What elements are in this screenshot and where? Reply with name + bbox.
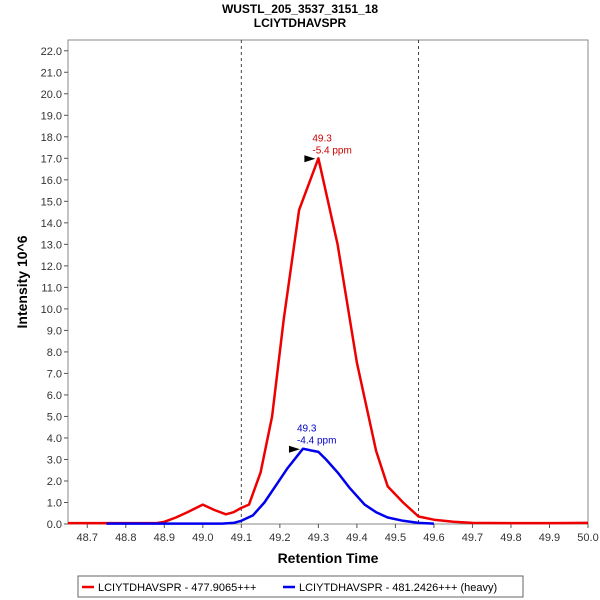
y-tick-label: 1.0 xyxy=(47,497,62,509)
plot-area xyxy=(67,39,589,525)
x-tick-label: 49.8 xyxy=(500,532,521,544)
x-tick-label: 49.3 xyxy=(308,532,329,544)
y-tick-label: 0.0 xyxy=(47,519,62,531)
x-tick-label: 49.4 xyxy=(346,532,367,544)
x-tick-label: 49.0 xyxy=(192,532,213,544)
y-tick-label: 10.0 xyxy=(41,304,62,316)
y-tick-label: 14.0 xyxy=(41,218,62,230)
series-layer xyxy=(68,157,589,525)
y-axis: 0.0 1.0 2.0 3.0 4.0 5.0 6.0 7.0 8.0 9.0 10.0 11.0 12… xyxy=(41,46,68,531)
y-tick-label: 5.0 xyxy=(47,411,62,423)
y-tick-label: 19.0 xyxy=(41,110,62,122)
y-tick-label: 11.0 xyxy=(41,282,62,294)
y-tick-label: 18.0 xyxy=(41,132,62,144)
y-tick-label: 21.0 xyxy=(41,67,62,79)
x-tick-label: 48.8 xyxy=(115,532,136,544)
y-tick-label: 3.0 xyxy=(47,454,62,466)
y-tick-label: 2.0 xyxy=(47,476,62,488)
x-tick-label: 48.9 xyxy=(154,532,175,544)
y-tick-label: 17.0 xyxy=(41,153,62,165)
peak-annotation-ppm: -4.4 ppm xyxy=(297,436,336,447)
y-tick-label: 22.0 xyxy=(41,46,62,58)
x-tick-label: 49.2 xyxy=(269,532,290,544)
x-tick-label: 49.7 xyxy=(462,532,483,544)
peak-boundaries xyxy=(240,40,420,524)
peak-annotation-rt: 49.3 xyxy=(312,133,332,144)
legend-box xyxy=(77,575,524,598)
chart-title: WUSTL_205_3537_3151_18 xyxy=(222,2,378,16)
x-tick-label: 49.1 xyxy=(231,532,252,544)
legend-label-heavy: LCIYTDHAVSPR - 481.2426+++ (heavy) xyxy=(299,582,497,594)
y-axis-title: Intensity 10^6 xyxy=(14,235,30,328)
chart-subtitle: LCIYTDHAVSPR xyxy=(254,16,347,30)
x-tick-label: 49.6 xyxy=(423,532,444,544)
y-tick-label: 8.0 xyxy=(47,347,62,359)
peak-marker-arrow xyxy=(304,155,316,163)
x-tick-label: 48.7 xyxy=(77,532,98,544)
peak-annotation-ppm: -5.4 ppm xyxy=(312,145,351,156)
y-tick-label: 12.0 xyxy=(41,261,62,273)
peak-marker-arrow xyxy=(288,445,300,453)
x-tick-label: 50.0 xyxy=(577,532,598,544)
y-tick-label: 16.0 xyxy=(41,175,62,187)
peak-annotation-rt: 49.3 xyxy=(297,424,317,435)
y-tick-label: 7.0 xyxy=(47,368,62,380)
x-axis: 48.7 48.8 48.9 49.0 49.1 49.2 49.3 49.4 49.5 49.6… xyxy=(77,524,599,544)
x-tick-label: 49.9 xyxy=(539,532,560,544)
y-tick-label: 6.0 xyxy=(47,390,62,402)
y-tick-label: 15.0 xyxy=(41,196,62,208)
x-tick-label: 49.5 xyxy=(385,532,406,544)
legend: LCIYTDHAVSPR - 477.9065+++ LCIYTDHAVSPR … xyxy=(77,575,524,598)
y-tick-label: 9.0 xyxy=(47,325,62,337)
y-tick-label: 20.0 xyxy=(41,89,62,101)
x-axis-title: Retention Time xyxy=(278,550,379,566)
series-line-heavy xyxy=(106,447,434,525)
y-tick-label: 4.0 xyxy=(47,433,62,445)
y-tick-label: 13.0 xyxy=(41,239,62,251)
legend-label-light: LCIYTDHAVSPR - 477.9065+++ xyxy=(98,582,256,594)
